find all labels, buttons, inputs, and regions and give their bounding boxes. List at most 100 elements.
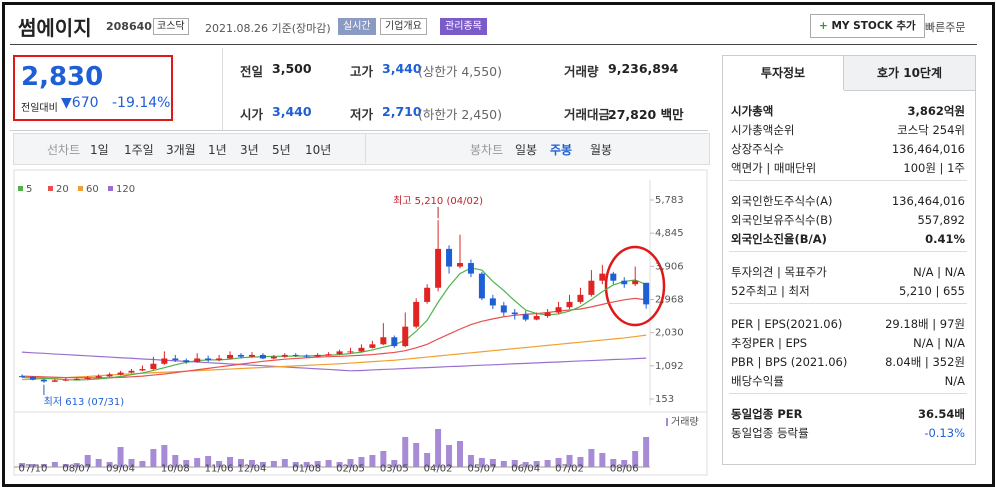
invest-panel (722, 55, 976, 465)
period-tab[interactable]: 1일 (90, 143, 109, 157)
period-tab[interactable]: 5년 (272, 143, 291, 157)
volume-bar (533, 461, 540, 467)
period-tab[interactable]: 월봉 (590, 143, 613, 157)
volume-bar (577, 457, 584, 467)
candle-body (457, 263, 463, 267)
candle-body (128, 370, 135, 373)
realtime-button[interactable]: 실시간 (338, 18, 376, 35)
volume-bar (380, 451, 387, 467)
volume-label: 거래량 (671, 416, 699, 428)
info-label: 배당수익률 (731, 374, 784, 388)
period-tab[interactable]: 1년 (208, 143, 227, 157)
candle-body (95, 376, 102, 378)
header-rule (10, 44, 977, 45)
candle-body (62, 379, 69, 381)
info-value: N/A | N/A (913, 336, 965, 350)
volume-bar (248, 460, 255, 467)
y-tick-label: 4,845 (655, 228, 684, 239)
y-tick-label: 5,783 (655, 195, 684, 206)
volume-bar (73, 463, 80, 467)
mystock-button[interactable]: + MY STOCK 추가 (810, 14, 925, 38)
tab-invest[interactable]: 투자정보 (723, 56, 844, 90)
candle-body (402, 326, 409, 347)
volume-legend-swatch (666, 418, 668, 426)
x-tick-label: 07/10 (19, 463, 48, 474)
x-tick-label: 09/04 (106, 463, 135, 474)
volume-bar (610, 459, 617, 467)
tab-group-label: 봉차트 (470, 143, 504, 157)
info-row: 배당수익률 N/A (731, 372, 965, 390)
x-tick-label: 10/08 (161, 463, 190, 474)
candle-body (325, 354, 332, 356)
volume-bar (238, 459, 244, 467)
high-annotation: 최고 5,210 (04/02) (393, 195, 483, 207)
stock-code: 208640 (106, 20, 152, 33)
legend-swatch (48, 186, 53, 191)
price: 2,830 (21, 62, 104, 92)
tab-orderbook[interactable]: 호가 10단계 (844, 56, 975, 91)
chart-frame (13, 169, 708, 476)
change: ▼670 (61, 95, 99, 111)
volume-bar (457, 441, 463, 467)
period-tab[interactable]: 1주일 (124, 143, 154, 157)
volume-bar (467, 455, 474, 467)
change-value: 670 (71, 95, 99, 111)
candle-body (577, 294, 584, 302)
info-label: 외국인소진율(B/A) (731, 232, 827, 246)
change-pct: -19.14% (112, 95, 171, 111)
volume-bar (402, 437, 409, 467)
info-label: PER | EPS(2021.06) (731, 317, 843, 331)
stat-label: 저가 (350, 107, 374, 122)
period-tab[interactable]: 주봉 (550, 143, 573, 157)
info-row: 외국인소진율(B/A) 0.41% (731, 230, 965, 248)
info-row: 투자의견 | 목표주가 N/A | N/A (731, 263, 965, 281)
info-value: -0.13% (924, 426, 965, 440)
volume-bar (84, 455, 91, 467)
info-value: 0.41% (925, 232, 965, 246)
x-tick-label: 08/07 (62, 463, 91, 474)
candle-body (40, 379, 47, 382)
info-label: 상장주식수 (731, 142, 784, 156)
period-tab[interactable]: 3개월 (166, 143, 196, 157)
info-value: N/A (944, 374, 965, 388)
period-tab[interactable]: 3년 (240, 143, 259, 157)
volume-bar (511, 460, 518, 467)
info-label: 외국인보유주식수(B) (731, 213, 833, 227)
market: 코스닥 (153, 18, 189, 35)
candle-body (533, 316, 540, 320)
candle-body (566, 301, 573, 308)
info-row: PBR | BPS (2021.06) 8.04배 | 352원 (731, 353, 965, 371)
stat-value: 3,440 (272, 104, 312, 119)
candle-body (172, 358, 179, 361)
volume-bar (555, 458, 562, 467)
volume-bar (161, 445, 168, 467)
volume-bar (227, 457, 234, 467)
date: 2021.08.26 기준(장마감) (205, 22, 331, 35)
period-tab[interactable]: 일봉 (515, 143, 538, 157)
candle-body (259, 354, 266, 359)
quick-order[interactable]: 빠른주문 (925, 21, 966, 34)
tab-group-label: 선차트 (47, 143, 81, 157)
volume-bar (336, 462, 343, 467)
stat-extra: (하한가 2,450) (418, 107, 503, 122)
chart-tabs (13, 133, 710, 165)
candle-body (336, 351, 343, 355)
volume-bar (62, 464, 69, 467)
section-rule (729, 303, 967, 304)
ma-line (21, 267, 647, 381)
volume-bar (150, 449, 157, 467)
candle-body (117, 372, 124, 375)
info-label: 52주최고 | 최저 (731, 284, 810, 298)
stat-value: 3,440 (382, 61, 422, 76)
candle-body (435, 248, 442, 288)
ma-line (21, 351, 647, 372)
period-tab[interactable]: 10년 (305, 143, 332, 157)
divider (10, 130, 708, 131)
candle-body (216, 358, 223, 361)
info-value: 557,892 (917, 213, 965, 227)
info-value: 3,862억원 (907, 104, 965, 118)
candle-body (281, 354, 288, 357)
mystock-text: MY STOCK 추가 (831, 20, 916, 32)
volume-bar (139, 461, 146, 467)
company-button[interactable]: 기업개요 (380, 18, 427, 35)
